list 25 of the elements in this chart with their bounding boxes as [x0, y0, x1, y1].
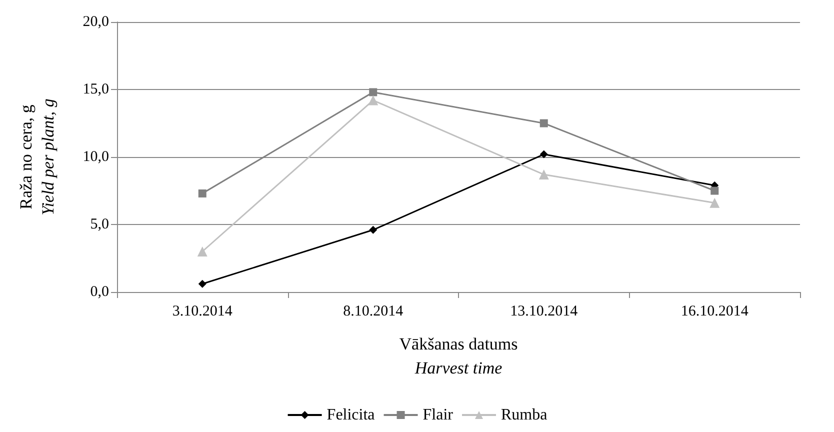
legend-label: Felicita	[326, 406, 375, 424]
point	[197, 246, 208, 256]
x-tick-label: 16.10.2014	[680, 304, 749, 320]
point	[538, 170, 549, 180]
x-axis-title: Vākšanas datums Harvest time	[399, 334, 518, 378]
point	[540, 150, 548, 158]
point	[540, 119, 548, 128]
point	[198, 280, 206, 288]
legend-label: Flair	[422, 406, 454, 424]
point	[710, 198, 720, 208]
x-tick-label: 8.10.2014	[343, 304, 404, 320]
point	[369, 226, 378, 234]
x-tick-label: 3.10.2014	[172, 304, 233, 320]
point	[710, 186, 719, 195]
y-tick-label: 0,0	[90, 284, 109, 300]
legend-label: Rumba	[500, 406, 548, 424]
x-tick-label: 13.10.2014	[510, 304, 578, 320]
point	[368, 95, 378, 106]
point	[369, 88, 378, 96]
y-axis-title: Raža no cera, g Yield per plant, g	[16, 98, 58, 216]
y-tick-label: 20,0	[82, 14, 109, 30]
y-tick-label: 15,0	[82, 82, 109, 98]
point	[198, 189, 206, 198]
y-tick-label: 5,0	[90, 216, 109, 232]
y-tick-label: 10,0	[82, 149, 109, 165]
